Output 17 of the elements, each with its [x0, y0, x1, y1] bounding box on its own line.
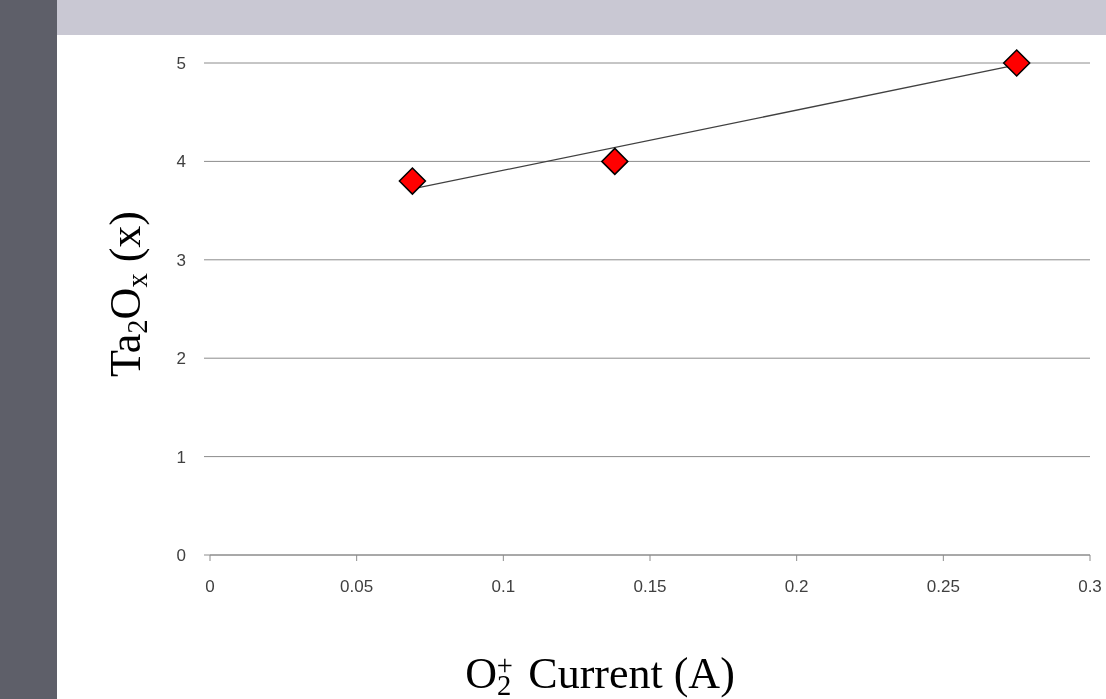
x-tick-label: 0.25: [926, 577, 960, 596]
x-tick-label: 0.2: [784, 577, 809, 596]
x-tick-label: 0.05: [340, 577, 374, 596]
y-tick-label: 5: [176, 54, 186, 73]
point: [1002, 49, 1031, 77]
y-tick-label: 1: [176, 447, 186, 467]
x-tick-label: 0: [205, 577, 215, 596]
point: [601, 147, 629, 176]
x-tick-label: 0.15: [633, 577, 667, 596]
point: [398, 167, 427, 195]
y-tick-label: 2: [176, 349, 186, 369]
y-tick-label: 3: [176, 250, 186, 270]
x-tick-label: 0.1: [491, 577, 516, 596]
y-tick-label: 0: [176, 546, 186, 565]
x-tick-label: 0.3: [1078, 577, 1102, 596]
y-tick-label: 4: [176, 152, 186, 172]
x-axis-title: O$_{2}$$^{+}$ Current (A): [465, 649, 735, 699]
